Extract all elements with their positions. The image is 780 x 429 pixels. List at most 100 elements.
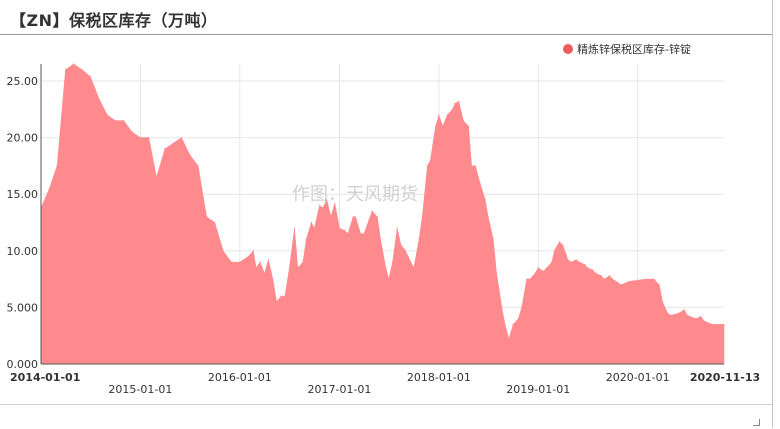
data-point	[123, 120, 125, 122]
data-point	[247, 255, 249, 258]
data-point	[73, 63, 75, 65]
data-point	[487, 216, 489, 218]
data-point	[347, 233, 349, 235]
data-point	[396, 227, 398, 229]
data-point	[197, 165, 199, 167]
data-point	[392, 261, 394, 263]
data-point	[695, 318, 697, 320]
chart-header: 【ZN】保税区库存（万吨）	[0, 0, 772, 35]
data-point	[462, 120, 464, 122]
data-point	[376, 216, 378, 218]
data-point	[479, 182, 481, 184]
data-point	[584, 263, 586, 265]
y-tick-label: 25.00	[7, 75, 39, 88]
data-point	[352, 216, 354, 218]
legend-label: 精炼锌保税区库存-锌锭	[577, 42, 691, 56]
data-point	[334, 202, 336, 204]
data-point	[302, 261, 304, 263]
data-point	[620, 284, 622, 286]
data-point	[587, 267, 589, 269]
data-point	[354, 216, 357, 218]
data-point	[474, 165, 476, 167]
data-point	[81, 69, 83, 71]
axes: 0.000 5.000 10.00 15.00 20.00 25.00 2014-01-01…	[7, 64, 760, 396]
data-point	[421, 216, 423, 218]
data-point	[700, 315, 702, 318]
legend-marker	[563, 44, 573, 54]
data-point	[451, 108, 454, 110]
data-point	[239, 261, 241, 263]
data-point	[206, 216, 208, 218]
data-point	[484, 199, 486, 201]
data-point	[542, 270, 545, 272]
x-tick-label: 2018-01-01	[407, 371, 471, 384]
data-point	[678, 312, 680, 314]
data-point	[222, 250, 224, 252]
data-point	[305, 238, 307, 241]
data-point	[371, 210, 373, 212]
data-point	[380, 238, 382, 241]
frame-edge	[772, 0, 773, 428]
scrollbar-track[interactable]	[0, 404, 772, 429]
data-point	[368, 218, 370, 220]
data-point	[363, 233, 365, 235]
data-point	[293, 227, 296, 229]
data-point	[267, 259, 269, 261]
data-point	[508, 338, 510, 340]
data-point	[471, 165, 473, 167]
area-series-path	[40, 63, 725, 365]
x-tick-label: 2017-01-01	[308, 383, 372, 396]
data-point	[330, 216, 332, 218]
data-point	[553, 250, 555, 252]
data-point	[131, 131, 133, 133]
resize-handle-icon[interactable]	[753, 419, 760, 426]
data-point	[658, 284, 660, 286]
x-tick-label: 2016-01-01	[208, 371, 272, 384]
data-point	[360, 233, 362, 235]
data-point	[686, 314, 688, 316]
data-point	[288, 267, 290, 269]
data-point	[512, 323, 514, 325]
data-point	[344, 229, 346, 231]
data-point	[600, 275, 602, 277]
data-point	[276, 301, 278, 303]
x-tick-label: 2014-01-01	[10, 371, 80, 384]
data-point	[326, 199, 328, 201]
y-tick-label: 0.000	[7, 358, 39, 371]
data-point	[628, 280, 630, 282]
data-point	[148, 137, 150, 139]
data-point	[496, 272, 498, 274]
data-point	[385, 267, 387, 269]
data-point	[230, 261, 232, 263]
data-point	[609, 275, 611, 277]
data-point	[48, 187, 51, 190]
data-point	[446, 114, 448, 116]
data-point	[521, 306, 523, 308]
data-point	[492, 238, 494, 241]
data-point	[252, 250, 254, 252]
data-point	[558, 241, 561, 243]
data-point	[570, 261, 572, 263]
data-point	[272, 278, 274, 280]
data-point	[703, 320, 705, 322]
legend[interactable]: 精炼锌保税区库存-锌锭	[563, 42, 691, 56]
y-tick-label: 20.00	[7, 132, 39, 145]
data-point	[438, 114, 440, 116]
data-point	[56, 165, 58, 167]
data-point	[578, 261, 581, 263]
data-point	[653, 278, 655, 280]
data-point	[264, 272, 266, 274]
data-point	[534, 272, 536, 274]
area-series	[40, 63, 725, 365]
data-point	[106, 114, 108, 116]
data-point	[338, 227, 341, 229]
data-point	[155, 176, 158, 178]
data-point	[667, 312, 669, 314]
data-point	[255, 267, 257, 269]
data-point	[501, 306, 503, 308]
data-point	[458, 100, 460, 102]
data-point	[410, 261, 412, 263]
data-point	[405, 250, 407, 252]
data-point	[429, 159, 431, 161]
data-point	[322, 207, 324, 209]
